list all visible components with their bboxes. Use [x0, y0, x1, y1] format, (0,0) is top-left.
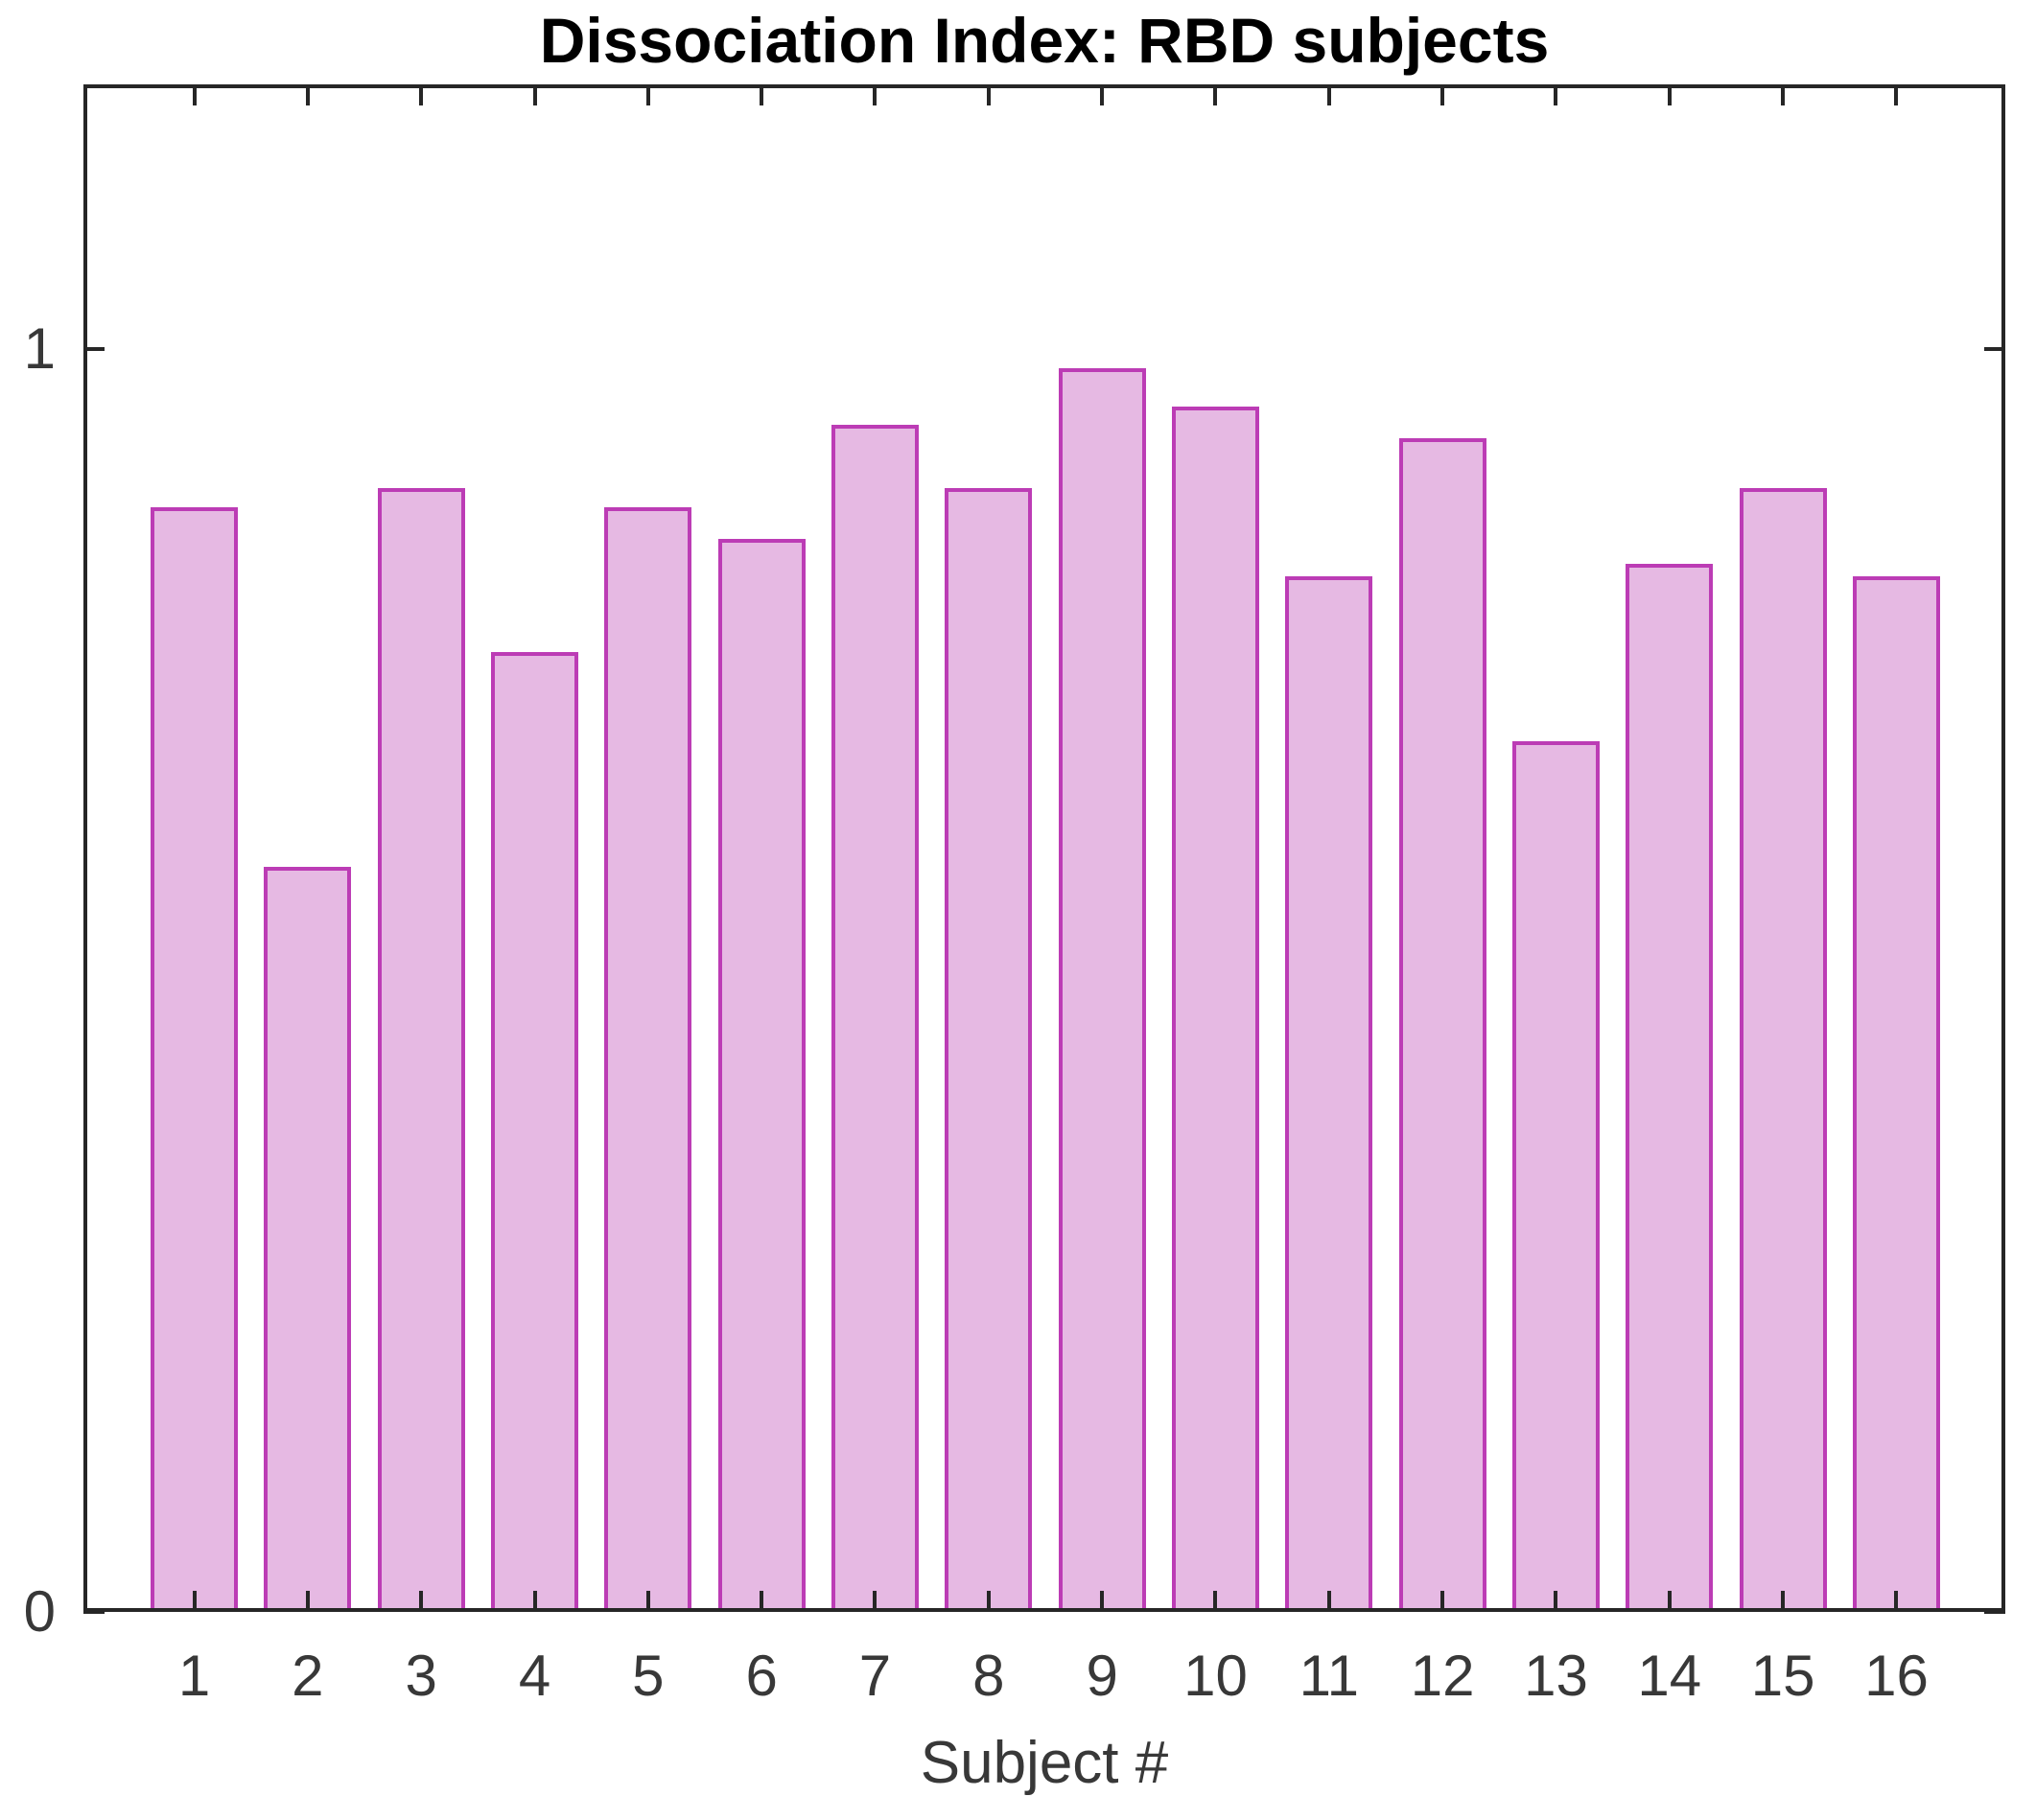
bar [1171, 406, 1259, 1612]
bar [1285, 576, 1373, 1612]
bar [945, 488, 1033, 1612]
x-tick-label: 15 [1750, 1644, 1815, 1708]
x-tick-label: 10 [1183, 1644, 1248, 1708]
x-tick-label: 13 [1524, 1644, 1588, 1708]
x-tick-bottom [986, 1591, 991, 1612]
x-tick-top [1554, 84, 1558, 105]
x-tick-top [1667, 84, 1672, 105]
x-axis-label: Subject # [920, 1730, 1169, 1796]
x-tick-label: 3 [405, 1644, 437, 1708]
x-axis-line [83, 1608, 2005, 1612]
x-tick-bottom [1213, 1591, 1218, 1612]
y-tick-right [1984, 1610, 2005, 1614]
x-tick-top [532, 84, 537, 105]
chart-title: Dissociation Index: RBD subjects [539, 5, 1550, 76]
x-tick-label: 9 [1086, 1644, 1118, 1708]
x-tick-bottom [645, 1591, 650, 1612]
bar [831, 425, 919, 1612]
x-tick-top [873, 84, 878, 105]
x-tick-label: 8 [972, 1644, 1005, 1708]
x-tick-label: 2 [292, 1644, 324, 1708]
x-tick-bottom [419, 1591, 424, 1612]
y-tick-label: 1 [23, 316, 56, 382]
x-tick-top [1440, 84, 1445, 105]
plot-area [83, 84, 2005, 1614]
x-tick-top [760, 84, 764, 105]
bar [1739, 488, 1827, 1612]
x-tick-top [1781, 84, 1786, 105]
x-tick-bottom [1667, 1591, 1672, 1612]
bar [491, 652, 578, 1612]
x-tick-top [305, 84, 310, 105]
x-tick-label: 12 [1410, 1644, 1475, 1708]
bar [151, 507, 238, 1612]
y-tick-left [83, 1610, 105, 1614]
x-tick-label: 5 [632, 1644, 665, 1708]
right-axis-line [2001, 84, 2005, 1612]
y-tick-right [1984, 347, 2005, 352]
x-tick-label: 16 [1864, 1644, 1929, 1708]
x-tick-label: 4 [518, 1644, 551, 1708]
bar [717, 538, 806, 1612]
x-tick-top [986, 84, 991, 105]
x-tick-bottom [1781, 1591, 1786, 1612]
y-tick-left [83, 347, 105, 352]
x-tick-label: 6 [745, 1644, 778, 1708]
x-tick-top [1894, 84, 1899, 105]
x-tick-bottom [532, 1591, 537, 1612]
x-tick-label: 1 [177, 1644, 211, 1708]
bar [604, 507, 692, 1612]
x-tick-bottom [760, 1591, 764, 1612]
bar [264, 867, 352, 1612]
bar [1852, 576, 1940, 1612]
x-tick-bottom [1100, 1591, 1105, 1612]
bar [1626, 564, 1714, 1612]
x-tick-top [1326, 84, 1331, 105]
x-tick-bottom [1440, 1591, 1445, 1612]
x-tick-top [192, 84, 197, 105]
x-tick-bottom [873, 1591, 878, 1612]
bar [1398, 437, 1486, 1612]
x-tick-bottom [1894, 1591, 1899, 1612]
x-tick-top [645, 84, 650, 105]
x-tick-bottom [305, 1591, 310, 1612]
bar [1058, 368, 1146, 1612]
x-tick-bottom [192, 1591, 197, 1612]
x-tick-label: 11 [1299, 1644, 1359, 1708]
x-tick-top [1100, 84, 1105, 105]
x-tick-top [1213, 84, 1218, 105]
x-tick-top [419, 84, 424, 105]
x-tick-bottom [1554, 1591, 1558, 1612]
y-axis-line [83, 84, 87, 1612]
bar [377, 488, 465, 1612]
y-tick-label: 0 [23, 1579, 56, 1644]
x-tick-label: 7 [858, 1644, 892, 1708]
x-tick-label: 14 [1637, 1644, 1702, 1708]
bar [1511, 740, 1600, 1612]
x-tick-bottom [1326, 1591, 1331, 1612]
top-axis-line [83, 84, 2005, 88]
